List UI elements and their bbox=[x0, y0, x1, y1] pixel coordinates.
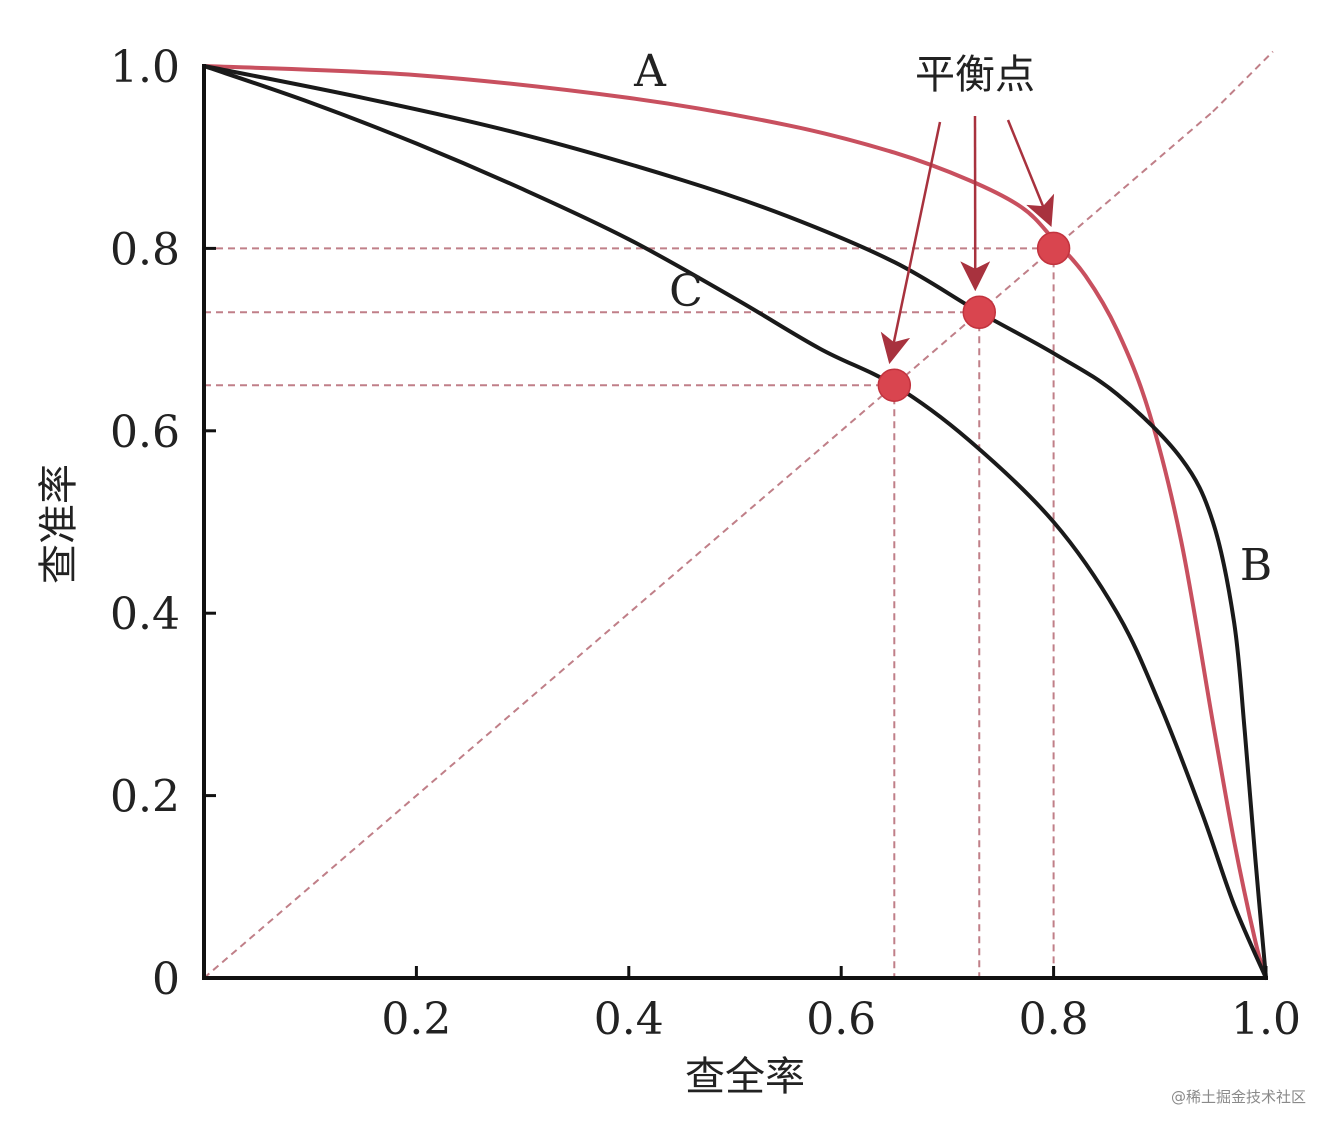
y-tick-label-0.8: 0.8 bbox=[110, 224, 180, 275]
y-tick-label-1.0: 1.0 bbox=[110, 42, 180, 93]
y-tick-label-0.4: 0.4 bbox=[110, 589, 180, 640]
breakeven-marker-B bbox=[962, 295, 997, 329]
y-tick-label-0.6: 0.6 bbox=[110, 407, 180, 458]
annotation-arrow-C bbox=[880, 121, 942, 365]
x-axis-title: 查全率 bbox=[685, 1054, 805, 1100]
y-tick-label-0: 0 bbox=[152, 954, 180, 1005]
annotation-arrow-A bbox=[1006, 119, 1055, 228]
x-tick-label-0.8: 0.8 bbox=[1019, 994, 1089, 1045]
x-tick-label-0.2: 0.2 bbox=[381, 994, 451, 1045]
curve-label-B: B bbox=[1240, 540, 1272, 591]
breakeven-marker-A bbox=[1036, 231, 1071, 266]
breakeven-annotation: 平衡点 bbox=[915, 52, 1035, 98]
labels-layer: 查全率 查准率 平衡点 @稀土掘金技术社区 0.2 0.4 0.6 0.8 1.0 0 0.… bbox=[36, 42, 1306, 1106]
axes-layer bbox=[202, 64, 1268, 980]
x-tick-label-1.0: 1.0 bbox=[1231, 994, 1301, 1045]
x-tick-label-0.4: 0.4 bbox=[594, 994, 664, 1045]
y-tick-label-0.2: 0.2 bbox=[110, 772, 180, 823]
curve-label-A: A bbox=[633, 46, 667, 97]
y-axis-title: 查准率 bbox=[36, 464, 82, 584]
guide-lines-layer bbox=[203, 50, 1274, 979]
x-tick-label-0.6: 0.6 bbox=[806, 994, 876, 1045]
series-line-B bbox=[202, 64, 1268, 980]
curve-label-C: C bbox=[669, 266, 703, 317]
watermark: @稀土掘金技术社区 bbox=[1171, 1088, 1306, 1106]
markers-layer bbox=[877, 115, 1071, 402]
reference-diagonal-line-extension bbox=[1212, 50, 1274, 113]
breakeven-marker-C bbox=[877, 368, 912, 402]
